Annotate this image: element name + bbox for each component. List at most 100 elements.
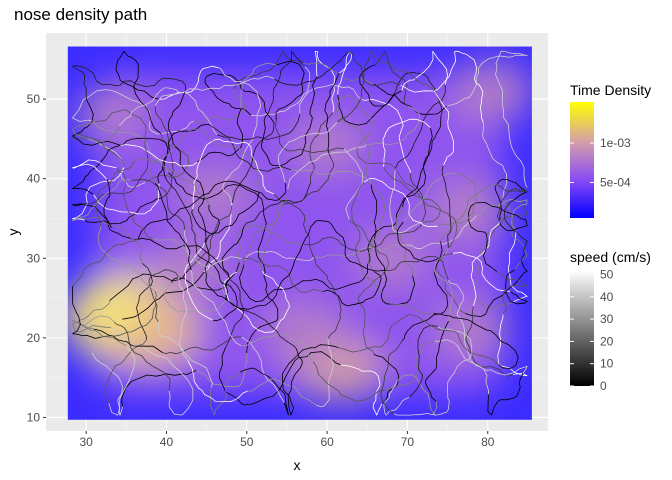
path-segment [268,50,304,114]
path-segment [240,333,314,362]
path-segment [95,160,135,227]
path-segment [207,135,260,193]
path-segment [338,314,411,353]
path-segment [219,347,266,406]
path-segment [157,124,211,184]
path-segment [395,207,414,276]
path-segment [340,364,383,416]
path-segment [104,339,147,404]
path-segment [184,242,213,321]
legend-speed-title: speed (cm/s) [570,249,651,265]
path-segment [218,67,262,140]
legend-speed-tick-label: 20 [600,334,614,348]
path-segment [349,219,390,287]
path-segment [396,221,446,263]
path-segment [168,172,241,200]
path-segment [240,62,277,109]
y-tick-label: 50 [27,92,41,106]
path-segment [474,243,515,309]
path-segment [435,252,466,314]
path-segment [243,182,312,228]
path-segment [437,326,473,383]
density-peak [104,303,145,332]
path-segment [367,181,386,272]
path-segment [97,226,156,293]
path-segment [273,193,317,265]
nose-paths [72,50,528,416]
path-segment [178,276,189,361]
path-segment [440,173,477,242]
path-segment [189,205,232,269]
path-segment [470,320,519,369]
path-segment [163,282,226,313]
path-segment [316,338,334,408]
path-segment [382,118,431,167]
path-segment [361,269,434,315]
path-segment [162,336,242,355]
path-segment [239,260,297,303]
path-segment [166,180,202,259]
path-segment [303,62,375,85]
path-segment [95,109,148,155]
path-segment [447,279,465,340]
path-segment [231,123,275,204]
path-segment [108,345,136,416]
path-segment [221,227,244,301]
path-segment [100,291,157,338]
path-segment [205,281,277,310]
path-segment [179,163,207,243]
path-segment [115,50,160,100]
path-segment [190,269,242,347]
path-segment [452,251,511,292]
path-segment [159,65,219,100]
path-segment [384,340,435,391]
legend-time-density-tick-label: 5e-04 [600,175,631,189]
path-segment [367,194,415,258]
path-segment [324,72,340,155]
path-segment [167,88,187,164]
path-segment [356,150,424,202]
x-tick-label: 80 [481,435,495,449]
path-segment [441,165,452,248]
path-segment [260,113,299,167]
path-segment [209,124,292,172]
x-tick-label: 30 [79,435,93,449]
path-segment [223,271,265,333]
path-segment [193,88,246,124]
legend-time-density-tick-label: 1e-03 [600,136,631,150]
x-axis-label: x [294,457,301,473]
path-segment [274,50,350,86]
path-segment [150,128,209,184]
path-segment [251,66,311,117]
path-segment [131,56,162,135]
path-segment [281,344,339,397]
path-segment [78,216,143,264]
path-segment [502,197,528,271]
path-segment [423,200,458,255]
path-segment [495,50,528,99]
path-segment [87,138,146,188]
path-segment [91,352,124,416]
path-segment [168,371,194,416]
path-segment [287,348,303,416]
path-segment [191,192,260,234]
path-segment [187,360,248,402]
path-segment [386,255,449,281]
legend-speed-tick-label: 50 [600,267,614,281]
path-segment [275,120,344,154]
density-hotspot [426,180,509,241]
path-segment [383,380,410,416]
density-hotspot [176,166,253,223]
path-segment [223,140,275,195]
path-segment [130,178,186,231]
path-segment [370,184,385,268]
path-segment [157,321,213,388]
path-segment [299,84,365,114]
path-segment [363,178,438,228]
path-segment [470,220,501,307]
path-segment [197,108,244,163]
path-segment [236,204,284,273]
path-segment [72,285,101,339]
